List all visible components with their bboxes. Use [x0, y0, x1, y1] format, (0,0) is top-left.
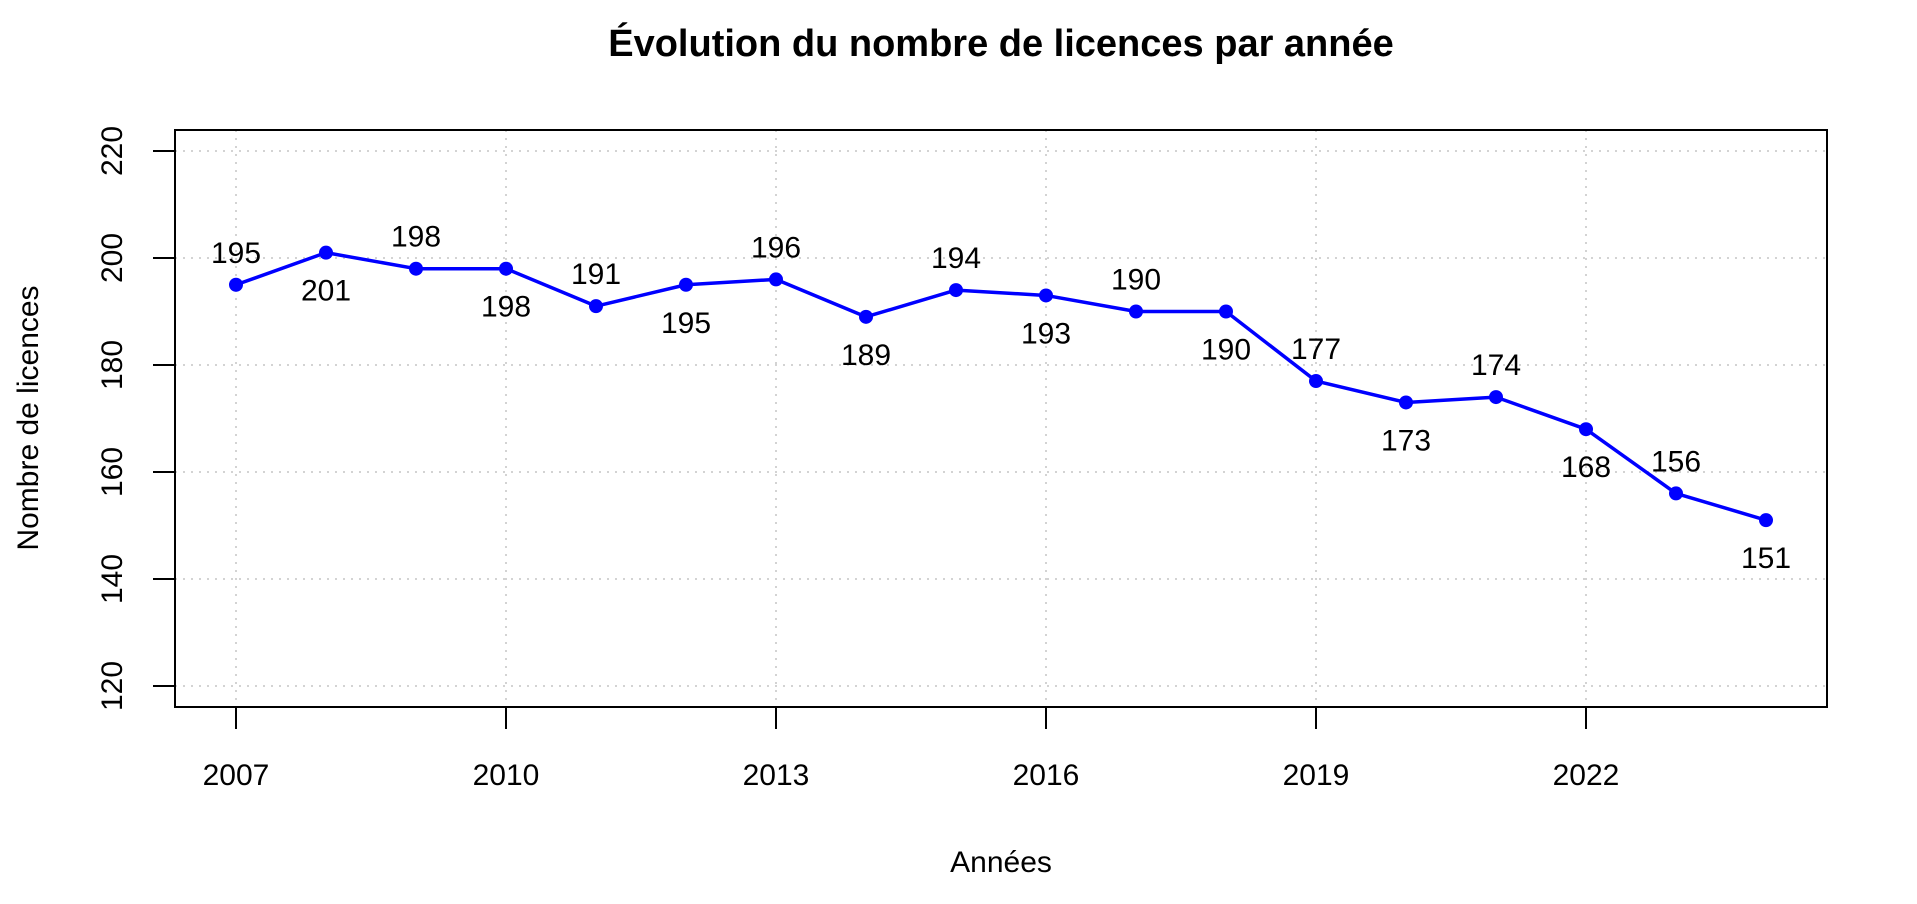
- data-label: 174: [1471, 349, 1521, 382]
- x-tick-label: 2010: [473, 759, 540, 792]
- x-axis: 2007 2010 2013 2016 2019 2022: [203, 706, 1620, 792]
- series-line: [235, 250, 1767, 522]
- data-point: [1129, 304, 1143, 319]
- data-labels: 195 201 198 198 191 195 196 189 194 193 190 190 177 1…: [211, 221, 1791, 575]
- data-label: 156: [1651, 445, 1701, 478]
- data-label: 196: [751, 231, 801, 264]
- grid: [175, 130, 1827, 707]
- data-point: [679, 277, 693, 292]
- data-point: [1489, 390, 1503, 405]
- data-label: 195: [211, 237, 261, 270]
- data-point: [1219, 304, 1233, 319]
- data-label: 190: [1201, 334, 1251, 367]
- data-point: [1399, 395, 1413, 410]
- data-label: 191: [571, 258, 621, 291]
- data-point: [1039, 288, 1053, 303]
- data-point: [319, 245, 333, 260]
- plot-frame: [174, 129, 1828, 708]
- x-tick-label: 2022: [1553, 759, 1620, 792]
- data-point: [859, 309, 873, 324]
- chart-title: Évolution du nombre de licences par anné…: [608, 21, 1394, 65]
- y-tick-label: 120: [96, 661, 129, 711]
- data-point: [1309, 374, 1323, 389]
- y-tick-label: 200: [96, 233, 129, 283]
- y-axis: 120 140 160 180 200 220: [96, 126, 176, 711]
- data-point: [409, 261, 423, 276]
- data-point: [1759, 513, 1773, 528]
- x-tick-label: 2013: [743, 759, 810, 792]
- data-label: 194: [931, 242, 981, 275]
- data-label: 190: [1111, 264, 1161, 297]
- data-point: [949, 283, 963, 298]
- data-label: 189: [841, 339, 891, 372]
- data-label: 201: [301, 275, 351, 308]
- y-axis-label: Nombre de licences: [12, 285, 45, 550]
- data-label: 195: [661, 307, 711, 340]
- x-axis-label: Années: [950, 846, 1052, 879]
- data-point: [229, 277, 243, 292]
- y-tick-label: 180: [96, 340, 129, 390]
- x-tick-label: 2007: [203, 759, 270, 792]
- y-tick-label: 220: [96, 126, 129, 176]
- y-tick-label: 140: [96, 554, 129, 604]
- x-tick-label: 2016: [1013, 759, 1080, 792]
- x-tick-label: 2019: [1283, 759, 1350, 792]
- data-label: 173: [1381, 424, 1431, 457]
- data-label: 168: [1561, 451, 1611, 484]
- data-label: 198: [481, 291, 531, 324]
- data-label: 198: [391, 221, 441, 254]
- data-label: 193: [1021, 317, 1071, 350]
- data-label: 177: [1291, 333, 1341, 366]
- data-point: [1669, 486, 1683, 501]
- data-label: 151: [1741, 542, 1791, 575]
- data-point: [589, 299, 603, 314]
- data-point: [1579, 422, 1593, 437]
- series-licences: [229, 245, 1773, 528]
- y-tick-label: 160: [96, 447, 129, 497]
- data-point: [499, 261, 513, 276]
- data-point: [769, 272, 783, 287]
